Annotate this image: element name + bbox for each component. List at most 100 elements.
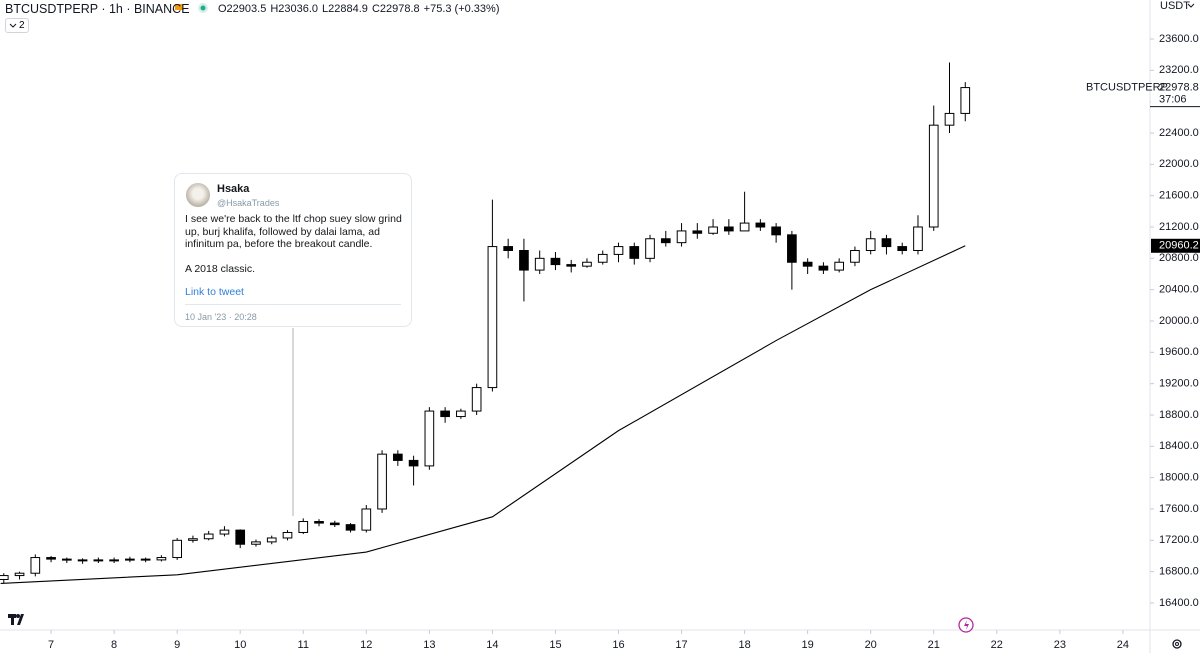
- candle: [755, 219, 766, 231]
- candle-body: [30, 557, 41, 574]
- indicator-toggle[interactable]: 2: [5, 18, 29, 33]
- y-tick-label: 18000.0: [1159, 472, 1199, 484]
- candle: [235, 529, 246, 549]
- candle-body: [188, 538, 198, 541]
- candle-body: [298, 521, 309, 533]
- y-tick-label: 16400.0: [1159, 597, 1199, 609]
- toggle-chevron: [9, 23, 17, 28]
- tradingview-logo: [8, 614, 24, 625]
- candle: [613, 242, 624, 263]
- candle: [314, 519, 324, 527]
- candle-body: [440, 410, 450, 418]
- gap: [185, 251, 407, 263]
- candle: [456, 408, 466, 419]
- candle: [345, 523, 356, 533]
- indicator-count: 2: [19, 20, 25, 31]
- ohlc-value: H23036.0: [270, 3, 319, 15]
- candle: [597, 250, 608, 265]
- tweet-line: infinitum pa, before the breakout candle…: [185, 238, 373, 251]
- candle-body: [645, 238, 655, 259]
- y-tick-label: 20800.0: [1159, 252, 1199, 264]
- x-tick-label: 7: [48, 639, 54, 651]
- candle-body: [629, 246, 640, 259]
- candle: [61, 557, 72, 564]
- candle-body: [928, 124, 939, 228]
- candle-body: [377, 453, 387, 510]
- settings-icon[interactable]: [1172, 639, 1182, 649]
- candle: [913, 215, 923, 255]
- candle: [298, 518, 309, 535]
- y-tick-label: 22400.0: [1159, 127, 1199, 139]
- y-tick-label: 21600.0: [1159, 190, 1199, 202]
- ohlc-legend: O22903.5 H23036.0 L22884.9 C22978.8 +75.3 (+…: [218, 3, 504, 15]
- candle: [424, 407, 435, 470]
- candle-body: [597, 253, 608, 263]
- moving-average: [0, 245, 966, 584]
- candle-body: [408, 459, 419, 467]
- x-tick-label: 13: [423, 639, 435, 651]
- candle: [471, 383, 482, 415]
- candle-body: [534, 257, 545, 271]
- tweet-line: up, burj khalifa, followed by dalai lama…: [185, 225, 380, 238]
- ma-price-box: [1151, 238, 1200, 253]
- candle: [960, 82, 971, 122]
- candle: [440, 407, 450, 423]
- candle: [897, 242, 908, 255]
- candle: [818, 262, 829, 274]
- plot-area: [0, 62, 971, 584]
- x-tick-label: 10: [234, 639, 246, 651]
- tweet-author: Hsaka: [217, 183, 250, 195]
- candle: [724, 219, 734, 235]
- last-price-label: 22978.8: [1159, 82, 1199, 94]
- candle-body: [235, 529, 246, 545]
- candle-body: [251, 541, 261, 545]
- ohlc-value: O22903.5: [218, 3, 267, 15]
- candle-body: [77, 559, 88, 562]
- change-value: +75.3 (+0.33%): [423, 3, 500, 15]
- x-tick-label: 18: [738, 639, 750, 651]
- candle: [660, 230, 671, 247]
- x-tick-label: 23: [1054, 639, 1066, 651]
- tweet-line: I see we're back to the ltf chop suey sl…: [185, 213, 402, 225]
- candle-body: [708, 226, 718, 234]
- candle: [944, 62, 955, 134]
- flag-icon[interactable]: [175, 4, 184, 10]
- candle-body: [329, 522, 340, 526]
- candle-body: [897, 246, 908, 251]
- y-tick-label: 17600.0: [1159, 503, 1199, 515]
- candle-body: [503, 246, 514, 251]
- candle: [172, 537, 183, 560]
- symbol-title: BTCUSDTPERP · 1h · BINANCE: [5, 2, 190, 16]
- candle-body: [676, 230, 687, 244]
- x-tick-label: 8: [111, 639, 117, 651]
- candle-body: [692, 230, 703, 234]
- status-dot: [200, 5, 206, 11]
- separator: [185, 304, 401, 305]
- y-tick-label: 20000.0: [1159, 315, 1199, 327]
- candle: [77, 558, 88, 564]
- tweet-link[interactable]: Link to tweet: [185, 286, 244, 298]
- candle: [251, 539, 261, 547]
- candle-body: [913, 226, 923, 251]
- candle-body: [61, 558, 72, 561]
- y-tick-label: 19600.0: [1159, 346, 1199, 358]
- candle: [802, 258, 813, 274]
- candle-body: [960, 87, 971, 114]
- candle-body: [140, 558, 151, 561]
- candle: [692, 223, 703, 239]
- candle: [550, 252, 561, 271]
- candle: [266, 535, 277, 545]
- candle-body: [881, 238, 892, 248]
- candle: [928, 105, 939, 231]
- x-tick-label: 16: [612, 639, 624, 651]
- tweet-date: 10 Jan '23 · 20:28: [185, 312, 257, 322]
- tweet-card: Hsaka @HsakaTrades I see we're back to t…: [174, 173, 412, 327]
- event-icon[interactable]: [958, 617, 974, 633]
- candle: [282, 530, 293, 541]
- candle: [203, 530, 214, 541]
- candle-body: [519, 249, 529, 271]
- countdown-label: 37:06: [1159, 94, 1187, 106]
- candle-body: [266, 537, 277, 543]
- tweet-handle: @HsakaTrades: [217, 198, 280, 208]
